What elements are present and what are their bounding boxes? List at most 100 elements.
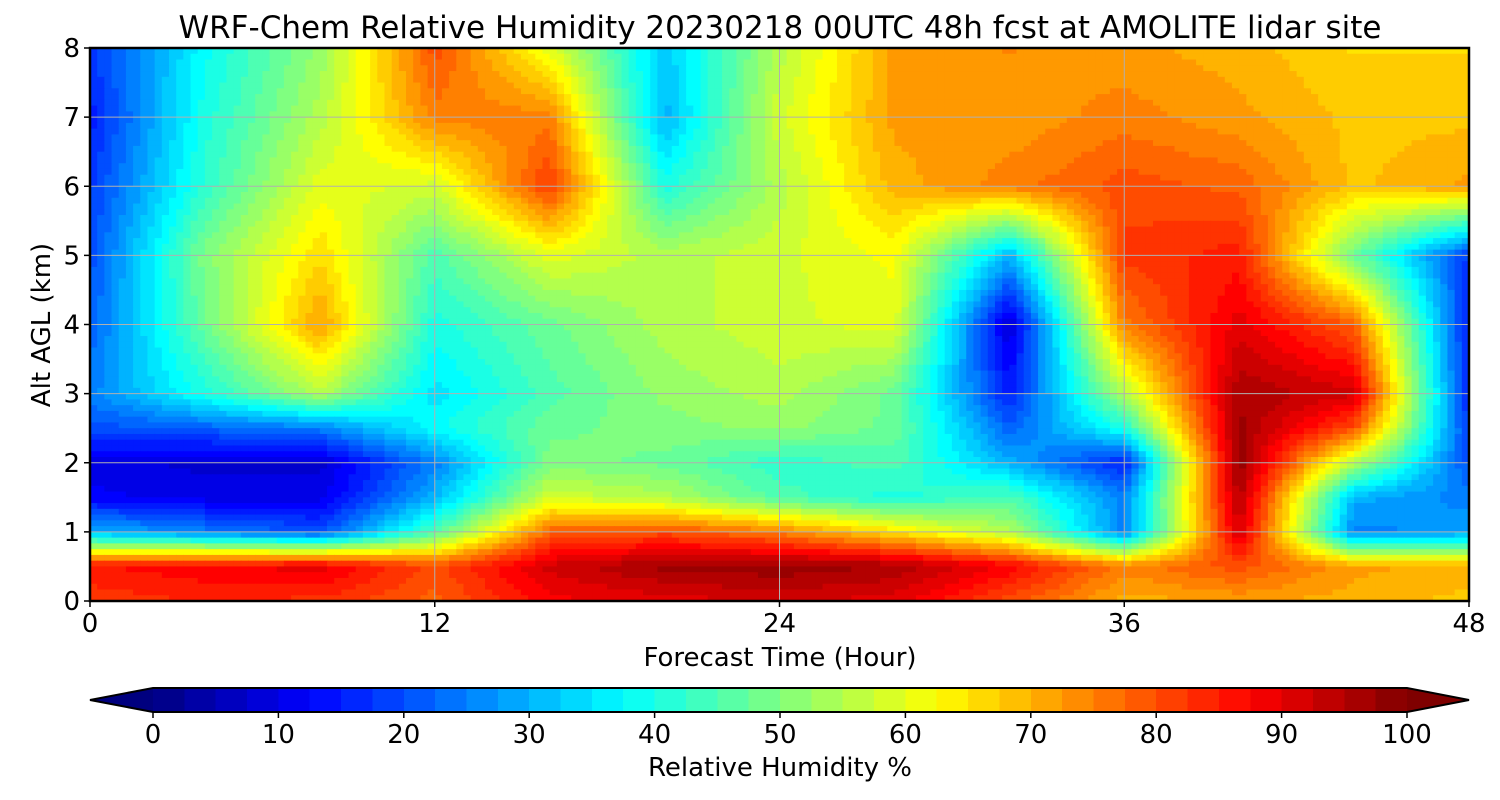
heatmap-cell (628, 163, 637, 170)
heatmap-cell (269, 88, 278, 95)
heatmap-cell (858, 82, 867, 89)
heatmap-cell (463, 53, 472, 61)
heatmap-cell (930, 140, 939, 147)
heatmap-cell (449, 163, 457, 170)
heatmap-cell (370, 163, 378, 170)
heatmap-cell (391, 180, 400, 187)
heatmap-cell (808, 180, 817, 187)
heatmap-cell (348, 99, 357, 107)
heatmap-cell (628, 174, 637, 182)
heatmap-cell (291, 99, 299, 107)
heatmap-cell (578, 94, 587, 101)
heatmap-cell (1454, 53, 1463, 61)
heatmap-cell (542, 145, 551, 153)
heatmap-cell (973, 140, 982, 147)
heatmap-cell (427, 48, 436, 55)
heatmap-cell (197, 134, 206, 141)
heatmap-cell (729, 88, 737, 95)
heatmap-cell (283, 71, 292, 78)
heatmap-cell (312, 163, 321, 170)
heatmap-cell (1368, 59, 1377, 66)
heatmap-cell (549, 145, 558, 153)
heatmap-cell (571, 71, 579, 78)
heatmap-cell (923, 94, 931, 101)
heatmap-cell (901, 59, 910, 66)
heatmap-field (90, 48, 1469, 601)
heatmap-cell (90, 76, 98, 84)
heatmap-cell (858, 180, 867, 187)
heatmap-cell (750, 128, 759, 136)
heatmap-cell (485, 128, 493, 136)
heatmap-cell (477, 53, 486, 61)
heatmap-cell (621, 76, 630, 84)
heatmap-cell (1109, 180, 1118, 187)
heatmap-cell (657, 168, 666, 176)
heatmap-cell (571, 76, 579, 84)
heatmap-cell (801, 128, 809, 136)
heatmap-cell (1081, 128, 1089, 136)
heatmap-cell (441, 71, 450, 78)
heatmap-cell (1102, 111, 1111, 118)
heatmap-cell (1188, 105, 1197, 112)
heatmap-cell (90, 128, 98, 136)
heatmap-cell (1038, 117, 1046, 124)
heatmap-cell (233, 174, 242, 182)
heatmap-cell (994, 59, 1003, 66)
heatmap-cell (614, 117, 623, 124)
heatmap-cell (1217, 105, 1226, 112)
heatmap-cell (283, 94, 292, 101)
heatmap-cell (1210, 99, 1219, 107)
heatmap-cell (398, 105, 407, 112)
heatmap-cell (176, 192, 184, 199)
heatmap-cell (901, 145, 910, 153)
heatmap-cell (1081, 145, 1089, 153)
heatmap-cell (470, 180, 479, 187)
heatmap-cell (1260, 99, 1269, 107)
heatmap-cell (169, 180, 177, 187)
heatmap-cell (1023, 99, 1032, 107)
heatmap-cell (1440, 76, 1449, 84)
heatmap-cell (607, 134, 615, 141)
heatmap-cell (700, 76, 709, 84)
heatmap-cell (808, 151, 817, 159)
heatmap-cell (291, 145, 299, 153)
heatmap-cell (1081, 59, 1089, 66)
heatmap-cell (312, 180, 321, 187)
heatmap-cell (880, 105, 888, 112)
heatmap-cell (477, 117, 486, 124)
heatmap-cell (1303, 59, 1312, 66)
heatmap-cell (384, 65, 393, 72)
heatmap-cell (391, 94, 400, 101)
heatmap-cell (255, 151, 263, 159)
heatmap-cell (1318, 71, 1326, 78)
heatmap-cell (1066, 140, 1075, 147)
heatmap-cell (384, 48, 393, 55)
heatmap-cell (564, 157, 572, 164)
heatmap-cell (355, 157, 364, 164)
heatmap-cell (1325, 105, 1334, 112)
heatmap-cell (700, 59, 709, 66)
heatmap-cell (190, 145, 199, 153)
heatmap-cell (980, 140, 989, 147)
heatmap-cell (1267, 76, 1276, 84)
heatmap-cell (169, 151, 177, 159)
heatmap-cell (276, 99, 285, 107)
heatmap-cell (722, 117, 730, 124)
heatmap-cell (894, 180, 903, 187)
heatmap-cell (1102, 145, 1111, 153)
heatmap-cell (1188, 122, 1197, 130)
heatmap-cell (334, 48, 342, 55)
heatmap-cell (190, 134, 199, 141)
heatmap-cell (147, 71, 156, 78)
heatmap-cell (1167, 94, 1176, 101)
heatmap-cell (499, 111, 508, 118)
heatmap-cell (1217, 111, 1226, 118)
heatmap-cell (334, 145, 342, 153)
heatmap-cell (1425, 186, 1434, 193)
heatmap-cell (959, 94, 967, 101)
heatmap-cell (348, 186, 357, 193)
heatmap-cell (398, 82, 407, 89)
heatmap-cell (779, 157, 788, 164)
heatmap-cell (1433, 145, 1441, 153)
heatmap-cell (1174, 82, 1183, 89)
